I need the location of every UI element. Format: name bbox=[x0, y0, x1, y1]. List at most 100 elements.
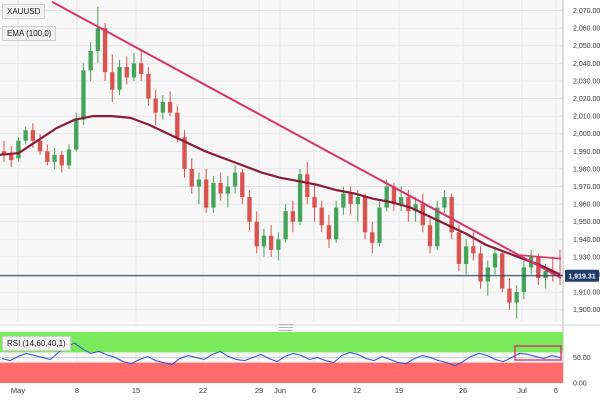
candle-body bbox=[117, 66, 122, 90]
price-axis-tick-label: 2,000.00 bbox=[573, 131, 600, 138]
candle-body bbox=[348, 193, 353, 205]
candle-body bbox=[478, 253, 483, 282]
candle-body bbox=[52, 154, 57, 162]
price-axis-tick-label: 2,030.00 bbox=[573, 78, 600, 85]
candle-body bbox=[456, 232, 462, 264]
rsi-axis-tick-label: 0.00 bbox=[573, 381, 587, 388]
price-axis-tick-label: 1,910.00 bbox=[573, 290, 600, 297]
x-axis-tick-label: Jul bbox=[517, 386, 527, 395]
price-pane-background bbox=[0, 0, 563, 322]
candle-body bbox=[139, 63, 144, 74]
candle-body bbox=[9, 154, 14, 161]
price-axis-tick-label: 1,990.00 bbox=[573, 149, 600, 156]
x-axis-tick-label: May bbox=[11, 386, 25, 395]
candle-body bbox=[225, 186, 231, 194]
x-axis-tick-label: 8 bbox=[75, 386, 79, 395]
candle-body bbox=[45, 151, 50, 162]
candle-body bbox=[514, 292, 519, 303]
candle-body bbox=[218, 182, 223, 194]
candle-body bbox=[59, 154, 64, 166]
candle-body bbox=[507, 288, 512, 303]
candle-body bbox=[153, 98, 158, 113]
candle-body bbox=[204, 179, 209, 208]
candle-body bbox=[124, 66, 129, 78]
price-axis-tick-label: 1,960.00 bbox=[573, 202, 600, 209]
x-axis-tick-label: 22 bbox=[199, 386, 207, 395]
current-price-tag bbox=[565, 269, 599, 282]
candle-body bbox=[420, 204, 425, 226]
pane-resize-handle[interactable] bbox=[279, 324, 293, 331]
price-axis-tick-label: 2,050.00 bbox=[573, 43, 600, 50]
rsi-oversold-zone bbox=[0, 362, 563, 383]
candle-body bbox=[102, 28, 108, 73]
candle-body bbox=[427, 225, 433, 247]
candle-body bbox=[160, 102, 166, 113]
candle-body bbox=[95, 28, 101, 52]
candle-body bbox=[110, 72, 115, 90]
candle-body bbox=[297, 174, 303, 222]
candle-body bbox=[182, 137, 187, 169]
candle-body bbox=[341, 193, 346, 208]
candle-body bbox=[74, 119, 79, 150]
candle-body bbox=[30, 130, 36, 141]
price-axis-tick-label: 2,040.00 bbox=[573, 61, 600, 68]
candle-body bbox=[131, 63, 137, 78]
ema-indicator-label[interactable]: EMA (100,0) bbox=[2, 26, 57, 41]
candle-body bbox=[167, 102, 173, 113]
x-axis-tick-label: Jun bbox=[274, 386, 286, 395]
candle-body bbox=[391, 186, 397, 205]
candle-body bbox=[384, 186, 389, 208]
candle-body bbox=[269, 235, 274, 250]
candle-body bbox=[449, 197, 454, 233]
candle-body bbox=[1, 151, 7, 155]
candle-body bbox=[377, 207, 382, 243]
candle-body bbox=[319, 207, 324, 226]
candle-body bbox=[406, 197, 411, 212]
price-axis-tick-label: 1,930.00 bbox=[573, 254, 600, 261]
x-axis-tick-label: 12 bbox=[353, 386, 361, 395]
downtrend-line bbox=[51, 0, 562, 279]
candle-body bbox=[37, 140, 43, 152]
price-axis-tick-label: 2,010.00 bbox=[573, 114, 600, 121]
candle-body bbox=[521, 267, 527, 293]
candle-body bbox=[362, 197, 368, 233]
price-axis-tick-label: 2,070.00 bbox=[573, 8, 600, 15]
candle-body bbox=[312, 197, 317, 208]
candle-body bbox=[442, 197, 447, 208]
price-axis-tick-label: 1,940.00 bbox=[573, 237, 600, 244]
price-axis-tick-label: 2,020.00 bbox=[573, 96, 600, 103]
candle-body bbox=[435, 207, 440, 247]
candle-body bbox=[398, 197, 404, 205]
symbol-label[interactable]: XAUUSD bbox=[2, 4, 46, 19]
candle-body bbox=[232, 172, 238, 187]
rsi-indicator-label[interactable]: RSI (14,60,40,1) bbox=[2, 336, 71, 351]
price-axis-tick-label: 1,950.00 bbox=[573, 219, 600, 226]
candle-body bbox=[492, 253, 498, 268]
price-axis-tick-label: 2,060.00 bbox=[573, 26, 600, 33]
price-axis-tick-label: 1,970.00 bbox=[573, 184, 600, 191]
candle-body bbox=[283, 211, 288, 240]
x-axis-tick-label: 15 bbox=[132, 386, 140, 395]
candle-body bbox=[463, 246, 469, 264]
x-axis-tick-label: 19 bbox=[395, 386, 403, 395]
x-axis-tick-label: 26 bbox=[459, 386, 467, 395]
candle-body bbox=[500, 253, 505, 289]
candle-body bbox=[413, 204, 418, 212]
candle-body bbox=[536, 256, 541, 279]
candle-body bbox=[16, 140, 21, 159]
x-axis-tick-label: 6 bbox=[312, 386, 316, 395]
candle-body bbox=[247, 197, 252, 222]
x-axis-tick-label: 6 bbox=[554, 386, 558, 395]
candle-body bbox=[146, 73, 151, 99]
ema-line bbox=[0, 114, 561, 276]
candle-body bbox=[355, 197, 360, 205]
candle-body bbox=[211, 182, 216, 208]
candle-body bbox=[175, 112, 180, 138]
rsi-highlight-box bbox=[514, 345, 562, 361]
candle-body bbox=[23, 130, 28, 141]
candle-body bbox=[189, 168, 194, 187]
price-axis-tick-label: 1,980.00 bbox=[573, 166, 600, 173]
candle-body bbox=[261, 235, 267, 247]
